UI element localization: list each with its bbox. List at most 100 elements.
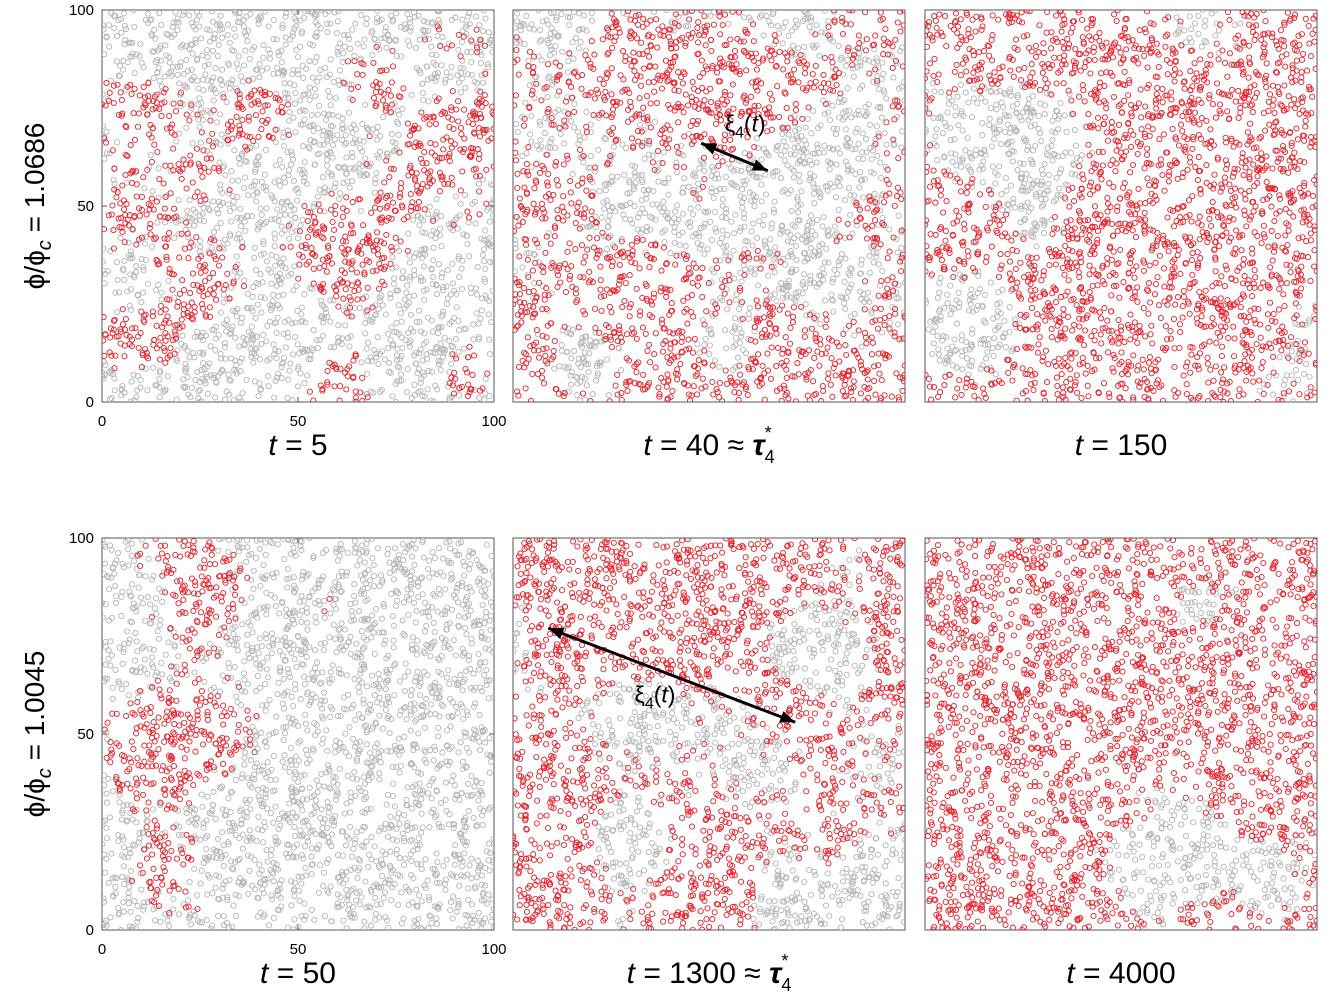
mobile-particle <box>728 377 735 384</box>
immobile-particle <box>331 10 338 16</box>
mobile-particle <box>634 72 641 79</box>
immobile-particle <box>285 317 292 324</box>
immobile-particle <box>246 55 253 62</box>
immobile-particle <box>862 104 869 111</box>
immobile-particle <box>392 398 400 402</box>
mobile-particle <box>685 391 692 398</box>
immobile-particle <box>710 167 717 174</box>
immobile-particle <box>137 384 144 391</box>
immobile-particle <box>377 297 384 305</box>
mobile-particle <box>713 120 720 127</box>
immobile-particle <box>321 208 328 215</box>
mobile-particle <box>141 318 148 326</box>
mobile-particle <box>350 230 357 237</box>
y-tick-label: 50 <box>77 198 94 215</box>
immobile-particle <box>195 388 202 395</box>
mobile-particle <box>618 396 625 402</box>
mobile-particle <box>675 119 682 126</box>
immobile-particle <box>781 157 788 164</box>
immobile-particle <box>290 287 297 294</box>
immobile-particle <box>555 33 562 40</box>
immobile-particle <box>156 367 164 374</box>
immobile-particle <box>466 253 473 260</box>
immobile-particle <box>635 172 642 179</box>
immobile-particle <box>679 189 686 196</box>
mobile-particle <box>614 338 621 345</box>
immobile-particle <box>774 23 781 30</box>
mobile-particle <box>881 351 889 358</box>
immobile-particle <box>175 130 183 137</box>
immobile-particle <box>694 240 701 247</box>
mobile-particle <box>545 106 552 113</box>
mobile-particle <box>841 381 848 388</box>
mobile-particle <box>442 109 449 116</box>
immobile-particle <box>231 25 238 32</box>
mobile-particle <box>764 350 771 357</box>
mobile-particle <box>651 166 658 174</box>
immobile-particle <box>295 189 302 196</box>
mobile-particle <box>864 205 871 212</box>
mobile-particle <box>483 166 490 173</box>
mobile-particle <box>521 309 528 316</box>
immobile-particle <box>186 196 193 204</box>
immobile-particle <box>181 10 188 15</box>
mobile-particle <box>476 110 483 118</box>
mobile-particle <box>149 106 156 113</box>
mobile-particle <box>400 85 407 92</box>
mobile-particle <box>310 250 317 258</box>
immobile-particle <box>275 347 282 355</box>
immobile-particle <box>284 394 291 401</box>
immobile-particle <box>324 20 331 27</box>
immobile-particle <box>279 24 286 31</box>
immobile-particle <box>711 357 719 364</box>
immobile-particle <box>539 283 546 290</box>
mobile-particle <box>900 378 905 385</box>
immobile-particle <box>106 150 113 157</box>
immobile-particle <box>745 166 752 173</box>
mobile-particle <box>883 177 890 184</box>
mobile-particle <box>895 394 902 401</box>
immobile-particle <box>417 346 424 353</box>
mobile-particle <box>360 61 367 68</box>
mobile-particle <box>579 72 586 79</box>
mobile-particle <box>427 180 434 187</box>
immobile-particle <box>231 10 238 14</box>
mobile-particle <box>807 366 814 374</box>
immobile-particle <box>800 52 807 59</box>
immobile-particle <box>853 111 860 118</box>
immobile-particle <box>269 298 276 305</box>
mobile-particle <box>597 286 604 293</box>
mobile-particle <box>529 87 536 94</box>
immobile-particle <box>768 225 775 232</box>
immobile-particle <box>236 398 243 402</box>
immobile-particle <box>743 177 750 184</box>
immobile-particle <box>247 10 254 17</box>
immobile-particle <box>458 38 466 45</box>
mobile-particle <box>676 36 683 43</box>
immobile-particle <box>457 200 464 207</box>
mobile-particle <box>845 371 852 378</box>
mobile-particle <box>377 68 384 75</box>
mobile-particle <box>554 215 561 222</box>
mobile-particle <box>692 372 699 379</box>
immobile-particle <box>281 206 288 213</box>
mobile-particle <box>306 388 313 395</box>
mobile-particle <box>619 88 626 95</box>
mobile-particle <box>850 378 857 385</box>
immobile-particle <box>732 315 739 322</box>
immobile-particle <box>419 229 426 236</box>
mobile-particle <box>349 199 356 206</box>
mobile-particle <box>197 269 204 276</box>
immobile-particle <box>681 175 688 182</box>
immobile-particle <box>738 278 745 285</box>
mobile-particle <box>869 318 876 325</box>
mobile-particle <box>514 170 521 177</box>
immobile-particle <box>199 210 206 217</box>
mobile-particle <box>714 304 721 311</box>
mobile-particle <box>594 247 601 254</box>
mobile-particle <box>305 258 313 265</box>
mobile-particle <box>365 234 372 241</box>
immobile-particle <box>299 62 306 69</box>
mobile-particle <box>786 340 794 347</box>
mobile-particle <box>432 120 439 127</box>
